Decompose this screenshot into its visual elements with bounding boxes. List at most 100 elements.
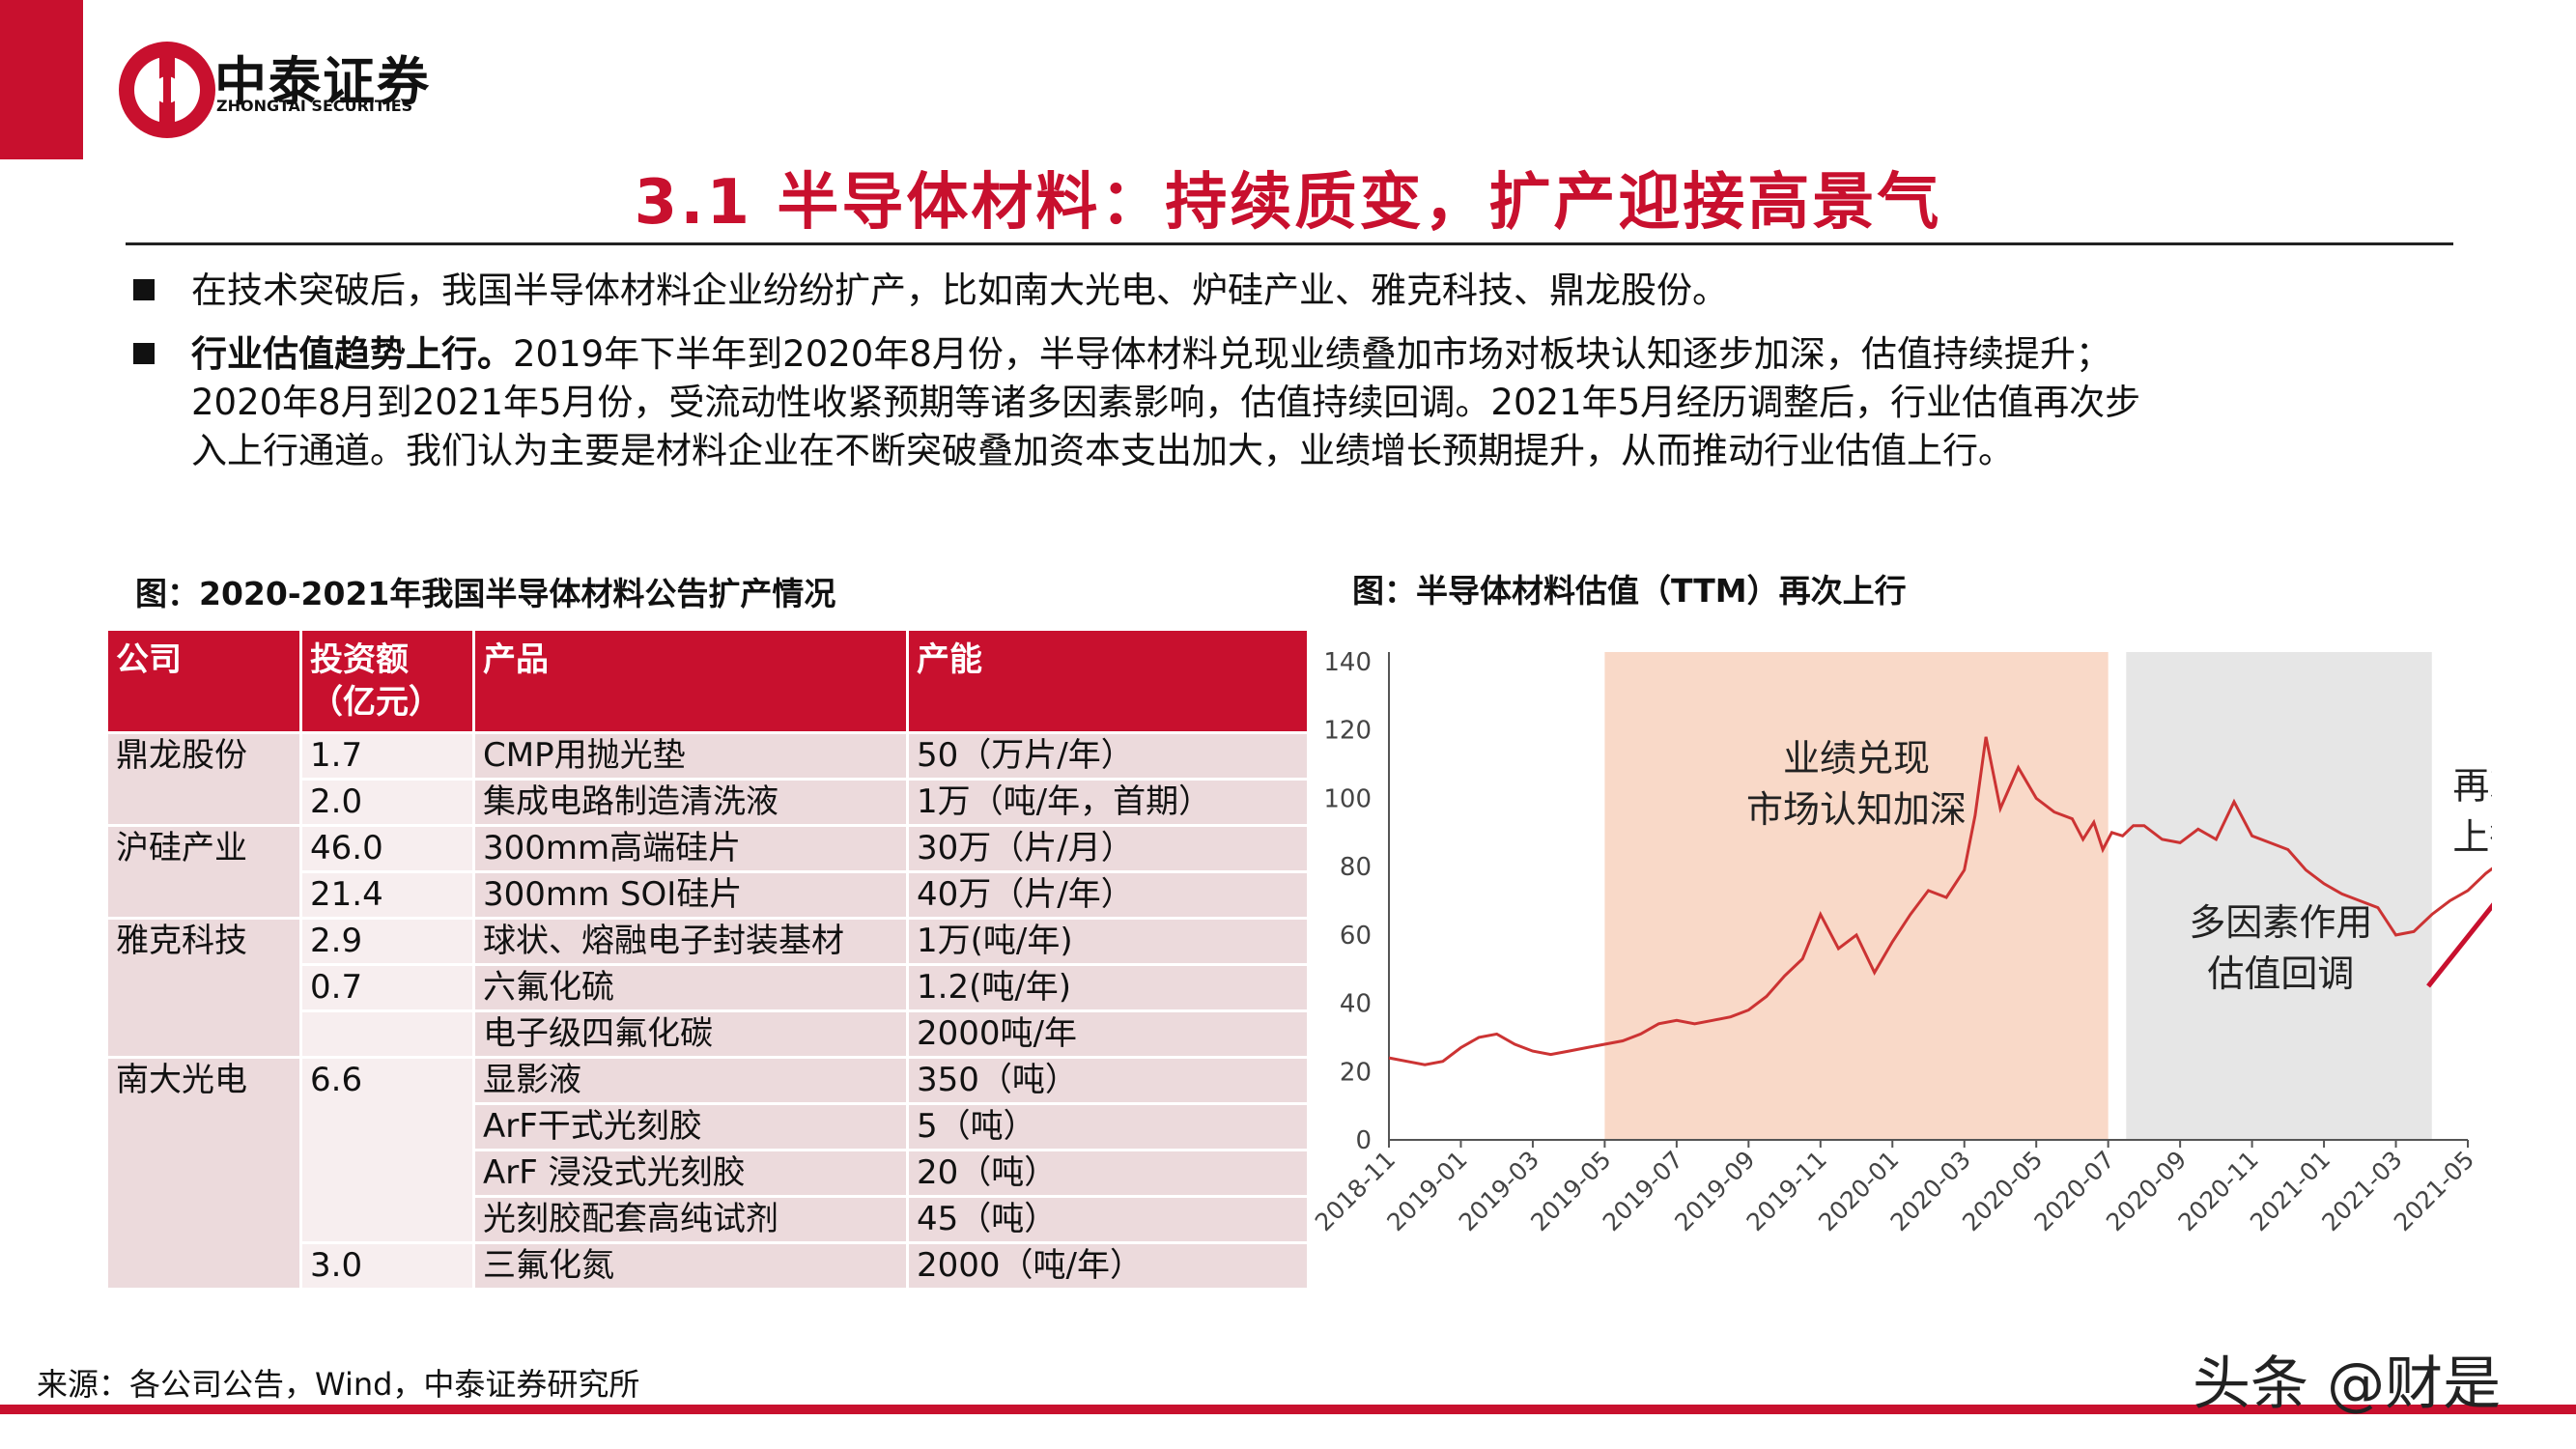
y-tick-label: 120 [1323,717,1372,746]
table-row: 鼎龙股份 1.7 CMP用抛光垫 50（万片/年） [108,734,1310,824]
performance-band [1604,652,2109,1140]
y-axis: 0 20 40 60 80 100 120 140 [1323,648,1390,1155]
cell-product: CMP用抛光垫 [475,734,909,778]
chart-caption: 图：半导体材料估值（TTM）再次上行 [1352,572,1907,610]
cell-capacity: 2000（吨/年） [909,1244,1310,1288]
table-row: ArF 浸没式光刻胶 20（吨） [108,1151,1310,1195]
cell-capacity: 40万（片/年） [909,873,1310,917]
valuation-series-line [1388,736,2492,1066]
bullet-1-text: 在技术突破后，我国半导体材料企业纷纷扩产，比如南大光电、炉硅产业、雅克科技、鼎龙… [191,270,1728,311]
valuation-chart: 0 20 40 60 80 100 120 140 2018-112019-012019-03… [1310,648,2492,1236]
bullet-2: 行业估值趋势上行。2019年下半年到2020年8月份，半导体材料兑现业绩叠加市场… [133,330,2442,475]
bullet-1: 在技术突破后，我国半导体材料企业纷纷扩产，比如南大光电、炉硅产业、雅克科技、鼎龙… [133,267,2442,315]
cell-product: ArF干式光刻胶 [475,1105,909,1149]
cell-investment: 6.6 [302,1059,475,1241]
bullet-2-line2: 2020年8月到2021年5月份，受流动性收紧预期等诸多因素影响，估值持续回调。… [191,382,2141,423]
cell-investment: 1.7 [302,734,475,778]
cell-investment: 0.7 [302,966,475,1009]
table-caption: 图：2020-2021年我国半导体材料公告扩产情况 [135,575,836,612]
bullet-2-bold: 行业估值趋势上行。 [191,333,513,375]
y-tick-label: 100 [1323,784,1372,813]
cell-product: 三氟化氮 [475,1244,909,1288]
header-investment-line2: （亿元） [310,683,441,722]
cell-company: 鼎龙股份 [108,734,302,824]
cell-capacity: 350（吨） [909,1059,1310,1102]
y-tick-label: 20 [1340,1058,1372,1087]
brand-side-bar [0,0,83,159]
bullet-2-line1-text: 2019年下半年到2020年8月份，半导体材料兑现业绩叠加市场对板块认知逐步加深… [513,333,2111,375]
cell-company: 南大光电 [108,1059,302,1288]
y-tick-label: 80 [1340,853,1372,882]
table-row: 3.0 三氟化氮 2000（吨/年） [108,1244,1310,1288]
header-product: 产品 [475,631,909,731]
cell-capacity: 30万（片/月） [909,827,1310,870]
cell-capacity: 20（吨） [909,1151,1310,1195]
page-title: 3.1 半导体材料：持续质变，扩产迎接高景气 [634,167,1942,239]
cell-investment: 2.9 [302,920,475,963]
header-capacity: 产能 [909,631,1310,731]
x-axis: 2018-112019-012019-032019-052019-072019-… [1310,1139,2479,1236]
cell-product: 球状、熔融电子封装基材 [475,920,909,963]
zhongtai-logo-icon [119,42,215,138]
x-tick-label: 2021-05 [2389,1146,2479,1236]
cell-investment: 2.0 [302,781,475,824]
brand-name-cn: 中泰证券 [214,51,431,112]
cell-capacity: 2000吨/年 [909,1012,1310,1056]
annotation-correction-line2: 估值回调 [2207,952,2354,995]
table-row: 21.4 300mm SOI硅片 40万（片/年） [108,873,1310,917]
annotation-performance-line2: 市场认知加深 [1746,788,1967,831]
cell-company: 沪硅产业 [108,827,302,917]
cell-capacity: 1万(吨/年) [909,920,1310,963]
cell-product: 显影液 [475,1059,909,1102]
rise-arrow-icon [2426,902,2492,988]
header-company: 公司 [108,631,302,731]
cell-capacity: 1万（吨/年，首期） [909,781,1310,824]
table-row: 光刻胶配套高纯试剂 45（吨） [108,1198,1310,1241]
table-row: 电子级四氟化碳 2000吨/年 [108,1012,1310,1056]
bullet-square-icon [133,279,155,300]
cell-capacity: 45（吨） [909,1198,1310,1241]
table-header-row: 公司 投资额 （亿元） 产品 产能 [108,631,1310,731]
y-tick-label: 0 [1355,1126,1372,1155]
cell-investment: 46.0 [302,827,475,870]
cell-product: 300mm高端硅片 [475,827,909,870]
y-tick-label: 140 [1323,648,1372,677]
correction-band [2126,652,2432,1140]
bullet-square-icon [133,343,155,364]
annotation-performance-line1: 业绩兑现 [1783,737,1930,780]
watermark: 头条 @财是 [2193,1350,2502,1418]
cell-product: 300mm SOI硅片 [475,873,909,917]
cell-product: 电子级四氟化碳 [475,1012,909,1056]
header-investment: 投资额 （亿元） [302,631,475,731]
cell-company: 雅克科技 [108,920,302,1056]
cell-investment: 3.0 [302,1244,475,1288]
cell-investment [302,1012,475,1056]
table-row: ArF干式光刻胶 5（吨） [108,1105,1310,1149]
table-row: 南大光电 6.6 显影液 350（吨） [108,1059,1310,1288]
source-note: 来源：各公司公告，Wind，中泰证券研究所 [37,1366,640,1403]
header-investment-line1: 投资额 [310,640,409,679]
table-row: 0.7 六氟化硫 1.2(吨/年) [108,966,1310,1009]
footer-bar [0,1405,2576,1414]
cell-capacity: 50（万片/年） [909,734,1310,778]
bullet-2-line1: 行业估值趋势上行。2019年下半年到2020年8月份，半导体材料兑现业绩叠加市场… [191,330,2442,379]
brand-name-en: ZHONGTAI SECURITIES [216,97,413,115]
expansion-table: 公司 投资额 （亿元） 产品 产能 鼎龙股份 1.7 CMP用抛光垫 50（万片/年） … [108,628,1310,1291]
cell-product: 六氟化硫 [475,966,909,1009]
cell-capacity: 1.2(吨/年) [909,966,1310,1009]
title-divider [126,242,2453,245]
annotation-correction-line1: 多因素作用 [2189,901,2372,944]
cell-capacity: 5（吨） [909,1105,1310,1149]
table-row: 2.0 集成电路制造清洗液 1万（吨/年，首期） [108,781,1310,824]
annotation-rise-line2: 上行 [2452,815,2492,858]
table-row: 雅克科技 2.9 球状、熔融电子封装基材 1万(吨/年) [108,920,1310,1056]
y-tick-label: 40 [1340,990,1372,1019]
y-tick-label: 60 [1340,922,1372,951]
cell-investment: 21.4 [302,873,475,917]
cell-product: 集成电路制造清洗液 [475,781,909,824]
annotation-rise-line1: 再次 [2452,764,2492,807]
cell-product: ArF 浸没式光刻胶 [475,1151,909,1195]
bullet-2-line3: 入上行通道。我们认为主要是材料企业在不断突破叠加资本支出加大，业绩增长预期提升，… [191,430,2014,471]
table-row: 沪硅产业 46.0 300mm高端硅片 30万（片/月） [108,827,1310,917]
cell-product: 光刻胶配套高纯试剂 [475,1198,909,1241]
